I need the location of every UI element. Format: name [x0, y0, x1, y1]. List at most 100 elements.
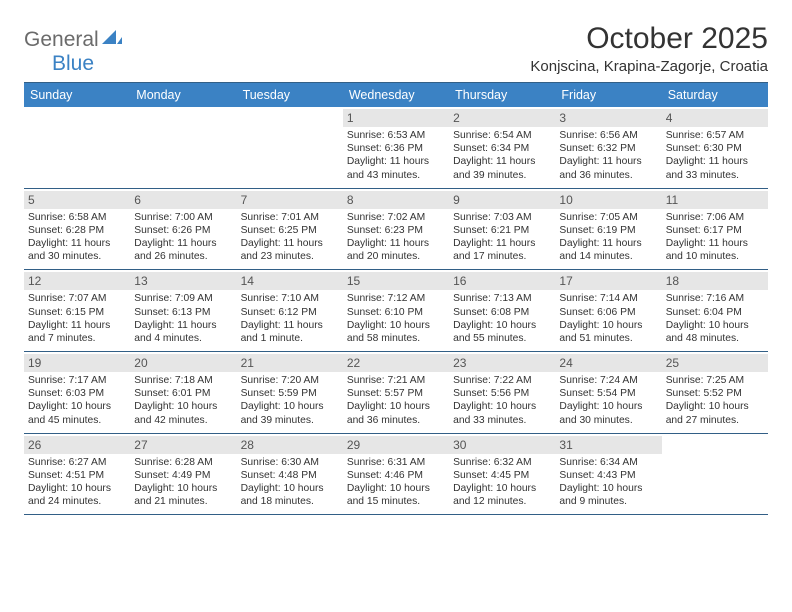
day-cell: 6 Sunrise: 7:00 AMSunset: 6:26 PMDaylight…	[130, 189, 236, 270]
day-details: Sunrise: 7:05 AMSunset: 6:19 PMDaylight:…	[559, 211, 657, 264]
day-number: 24	[555, 354, 661, 372]
day-number: 9	[449, 191, 555, 209]
day-cell: 7Sunrise: 7:01 AMSunset: 6:25 PMDaylight…	[237, 189, 343, 270]
day-number: 15	[343, 272, 449, 290]
day-number: 16	[449, 272, 555, 290]
day-header-saturday: Saturday	[662, 83, 768, 107]
day-details: Sunrise: 7:16 AMSunset: 6:04 PMDaylight:…	[666, 292, 764, 345]
day-cell: 18 Sunrise: 7:16 AMSunset: 6:04 PMDayligh…	[662, 270, 768, 351]
logo-text-stack: General Blue	[24, 28, 122, 76]
day-header-monday: Monday	[130, 83, 236, 107]
day-details: Sunrise: 6:57 AMSunset: 6:30 PMDaylight:…	[666, 129, 764, 182]
day-header-wednesday: Wednesday	[343, 83, 449, 107]
day-cell-empty	[130, 107, 236, 188]
day-cell: 21Sunrise: 7:20 AMSunset: 5:59 PMDayligh…	[237, 352, 343, 433]
title-block: October 2025 Konjscina, Krapina-Zagorje,…	[530, 22, 768, 75]
day-number: 17	[555, 272, 661, 290]
day-cell: 30 Sunrise: 6:32 AMSunset: 4:45 PMDayligh…	[449, 434, 555, 515]
day-cell: 28 Sunrise: 6:30 AMSunset: 4:48 PMDayligh…	[237, 434, 343, 515]
day-cell: 20 Sunrise: 7:18 AMSunset: 6:01 PMDayligh…	[130, 352, 236, 433]
day-cell: 23 Sunrise: 7:22 AMSunset: 5:56 PMDayligh…	[449, 352, 555, 433]
day-details: Sunrise: 6:31 AMSunset: 4:46 PMDaylight:…	[347, 456, 445, 509]
day-number: 3	[555, 109, 661, 127]
day-number: 6	[130, 191, 236, 209]
week-row: 5 Sunrise: 6:58 AMSunset: 6:28 PMDaylight…	[24, 189, 768, 271]
day-details: Sunrise: 6:27 AMSunset: 4:51 PMDaylight:…	[28, 456, 126, 509]
day-number: 10	[555, 191, 661, 209]
day-cell: 11Sunrise: 7:06 AMSunset: 6:17 PMDayligh…	[662, 189, 768, 270]
logo-sail-icon	[102, 33, 122, 50]
day-details: Sunrise: 7:17 AMSunset: 6:03 PMDaylight:…	[28, 374, 126, 427]
day-number: 22	[343, 354, 449, 372]
day-number: 4	[662, 109, 768, 127]
day-number: 18	[662, 272, 768, 290]
day-cell: 26Sunrise: 6:27 AMSunset: 4:51 PMDayligh…	[24, 434, 130, 515]
day-cell: 1Sunrise: 6:53 AMSunset: 6:36 PMDaylight…	[343, 107, 449, 188]
day-details: Sunrise: 7:09 AMSunset: 6:13 PMDaylight:…	[134, 292, 232, 345]
week-row: 1Sunrise: 6:53 AMSunset: 6:36 PMDaylight…	[24, 107, 768, 189]
day-header-thursday: Thursday	[449, 83, 555, 107]
weeks-container: 1Sunrise: 6:53 AMSunset: 6:36 PMDaylight…	[24, 107, 768, 515]
location-text: Konjscina, Krapina-Zagorje, Croatia	[530, 58, 768, 75]
day-details: Sunrise: 7:12 AMSunset: 6:10 PMDaylight:…	[347, 292, 445, 345]
day-number: 13	[130, 272, 236, 290]
day-cell: 22 Sunrise: 7:21 AMSunset: 5:57 PMDayligh…	[343, 352, 449, 433]
day-cell-empty	[24, 107, 130, 188]
day-details: Sunrise: 6:54 AMSunset: 6:34 PMDaylight:…	[453, 129, 551, 182]
day-cell: 15 Sunrise: 7:12 AMSunset: 6:10 PMDayligh…	[343, 270, 449, 351]
calendar-page: General Blue October 2025 Konjscina, Kra…	[0, 0, 792, 515]
day-number: 27	[130, 436, 236, 454]
day-number: 14	[237, 272, 343, 290]
day-details: Sunrise: 7:10 AMSunset: 6:12 PMDaylight:…	[241, 292, 339, 345]
day-cell: 25 Sunrise: 7:25 AMSunset: 5:52 PMDayligh…	[662, 352, 768, 433]
day-details: Sunrise: 7:14 AMSunset: 6:06 PMDaylight:…	[559, 292, 657, 345]
day-cell: 5 Sunrise: 6:58 AMSunset: 6:28 PMDaylight…	[24, 189, 130, 270]
day-details: Sunrise: 7:21 AMSunset: 5:57 PMDaylight:…	[347, 374, 445, 427]
day-cell: 17 Sunrise: 7:14 AMSunset: 6:06 PMDayligh…	[555, 270, 661, 351]
day-details: Sunrise: 7:18 AMSunset: 6:01 PMDaylight:…	[134, 374, 232, 427]
day-header-tuesday: Tuesday	[237, 83, 343, 107]
logo-word-blue: Blue	[52, 52, 94, 75]
day-cell-empty	[662, 434, 768, 515]
day-number: 28	[237, 436, 343, 454]
day-cell: 13 Sunrise: 7:09 AMSunset: 6:13 PMDayligh…	[130, 270, 236, 351]
day-details: Sunrise: 6:30 AMSunset: 4:48 PMDaylight:…	[241, 456, 339, 509]
day-cell: 14 Sunrise: 7:10 AMSunset: 6:12 PMDayligh…	[237, 270, 343, 351]
day-details: Sunrise: 7:02 AMSunset: 6:23 PMDaylight:…	[347, 211, 445, 264]
day-header-sunday: Sunday	[24, 83, 130, 107]
day-number: 23	[449, 354, 555, 372]
day-cell: 9 Sunrise: 7:03 AMSunset: 6:21 PMDaylight…	[449, 189, 555, 270]
day-cell: 2Sunrise: 6:54 AMSunset: 6:34 PMDaylight…	[449, 107, 555, 188]
logo: General Blue	[24, 22, 122, 76]
day-number: 1	[343, 109, 449, 127]
day-details: Sunrise: 7:25 AMSunset: 5:52 PMDaylight:…	[666, 374, 764, 427]
day-cell: 29 Sunrise: 6:31 AMSunset: 4:46 PMDayligh…	[343, 434, 449, 515]
week-row: 12Sunrise: 7:07 AMSunset: 6:15 PMDayligh…	[24, 270, 768, 352]
day-number: 30	[449, 436, 555, 454]
day-details: Sunrise: 6:32 AMSunset: 4:45 PMDaylight:…	[453, 456, 551, 509]
logo-word-general: General	[24, 28, 99, 51]
day-header-row: SundayMondayTuesdayWednesdayThursdayFrid…	[24, 83, 768, 107]
week-row: 26Sunrise: 6:27 AMSunset: 4:51 PMDayligh…	[24, 434, 768, 516]
day-cell: 24Sunrise: 7:24 AMSunset: 5:54 PMDayligh…	[555, 352, 661, 433]
day-details: Sunrise: 6:28 AMSunset: 4:49 PMDaylight:…	[134, 456, 232, 509]
week-row: 19 Sunrise: 7:17 AMSunset: 6:03 PMDayligh…	[24, 352, 768, 434]
day-cell: 19 Sunrise: 7:17 AMSunset: 6:03 PMDayligh…	[24, 352, 130, 433]
day-details: Sunrise: 7:00 AMSunset: 6:26 PMDaylight:…	[134, 211, 232, 264]
day-number: 19	[24, 354, 130, 372]
day-details: Sunrise: 7:03 AMSunset: 6:21 PMDaylight:…	[453, 211, 551, 264]
day-number: 5	[24, 191, 130, 209]
day-cell: 3Sunrise: 6:56 AMSunset: 6:32 PMDaylight…	[555, 107, 661, 188]
day-number: 25	[662, 354, 768, 372]
day-details: Sunrise: 6:58 AMSunset: 6:28 PMDaylight:…	[28, 211, 126, 264]
day-cell: 4 Sunrise: 6:57 AMSunset: 6:30 PMDaylight…	[662, 107, 768, 188]
header-row: General Blue October 2025 Konjscina, Kra…	[24, 22, 768, 76]
day-details: Sunrise: 7:22 AMSunset: 5:56 PMDaylight:…	[453, 374, 551, 427]
day-details: Sunrise: 6:34 AMSunset: 4:43 PMDaylight:…	[559, 456, 657, 509]
day-number: 29	[343, 436, 449, 454]
day-cell: 10 Sunrise: 7:05 AMSunset: 6:19 PMDayligh…	[555, 189, 661, 270]
day-cell-empty	[237, 107, 343, 188]
day-cell: 8Sunrise: 7:02 AMSunset: 6:23 PMDaylight…	[343, 189, 449, 270]
day-details: Sunrise: 7:07 AMSunset: 6:15 PMDaylight:…	[28, 292, 126, 345]
day-number: 20	[130, 354, 236, 372]
